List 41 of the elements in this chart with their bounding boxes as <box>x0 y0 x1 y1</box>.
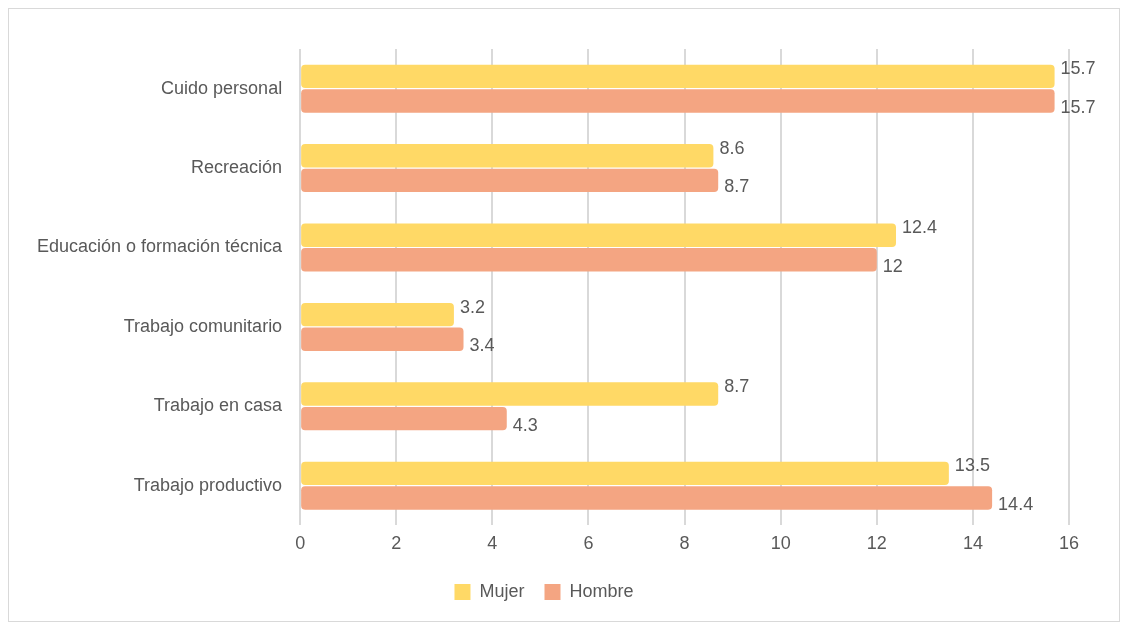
x-tick-label: 16 <box>1058 533 1080 554</box>
y-tick-label: Cuido personal <box>161 77 283 98</box>
y-tick-label: Educación o formación técnica <box>37 236 284 257</box>
x-tick-label: 14 <box>962 533 983 554</box>
data-label: 3.2 <box>459 296 485 317</box>
legend-label: Hombre <box>569 580 634 601</box>
x-tick-label: 12 <box>866 533 887 554</box>
x-tick-label: 2 <box>391 533 402 554</box>
data-label: 14.4 <box>998 493 1034 514</box>
data-label: 8.7 <box>724 176 750 197</box>
x-tick-label: 10 <box>770 533 791 554</box>
y-tick-label: Trabajo productivo <box>133 474 283 495</box>
data-label: 8.7 <box>724 375 750 396</box>
bar <box>301 327 464 351</box>
bar <box>301 302 454 327</box>
bar <box>301 406 507 431</box>
data-label: 8.6 <box>719 137 745 158</box>
y-tick-label: Recreación <box>191 157 283 178</box>
bar <box>301 486 993 510</box>
data-label: 13.5 <box>954 455 990 476</box>
bar <box>301 382 719 406</box>
x-tick-label: 4 <box>487 533 498 554</box>
data-label: 12.4 <box>902 217 938 238</box>
x-tick-label: 8 <box>679 533 690 554</box>
y-tick-label: Trabajo en casa <box>153 395 284 416</box>
bar <box>301 223 897 247</box>
bar <box>301 461 949 486</box>
data-label: 15.7 <box>1060 58 1096 79</box>
bar <box>301 168 719 193</box>
data-label: 3.4 <box>469 335 495 356</box>
data-label: 15.7 <box>1060 96 1096 117</box>
data-label: 4.3 <box>512 414 538 435</box>
x-tick-label: 6 <box>583 533 594 554</box>
bar <box>301 64 1055 89</box>
bar <box>301 89 1055 113</box>
x-tick-label: 0 <box>295 533 306 554</box>
bar <box>301 248 877 272</box>
y-tick-label: Trabajo comunitario <box>123 315 283 336</box>
legend-label: Mujer <box>479 580 525 601</box>
bar <box>301 144 714 168</box>
data-label: 12 <box>882 255 903 276</box>
